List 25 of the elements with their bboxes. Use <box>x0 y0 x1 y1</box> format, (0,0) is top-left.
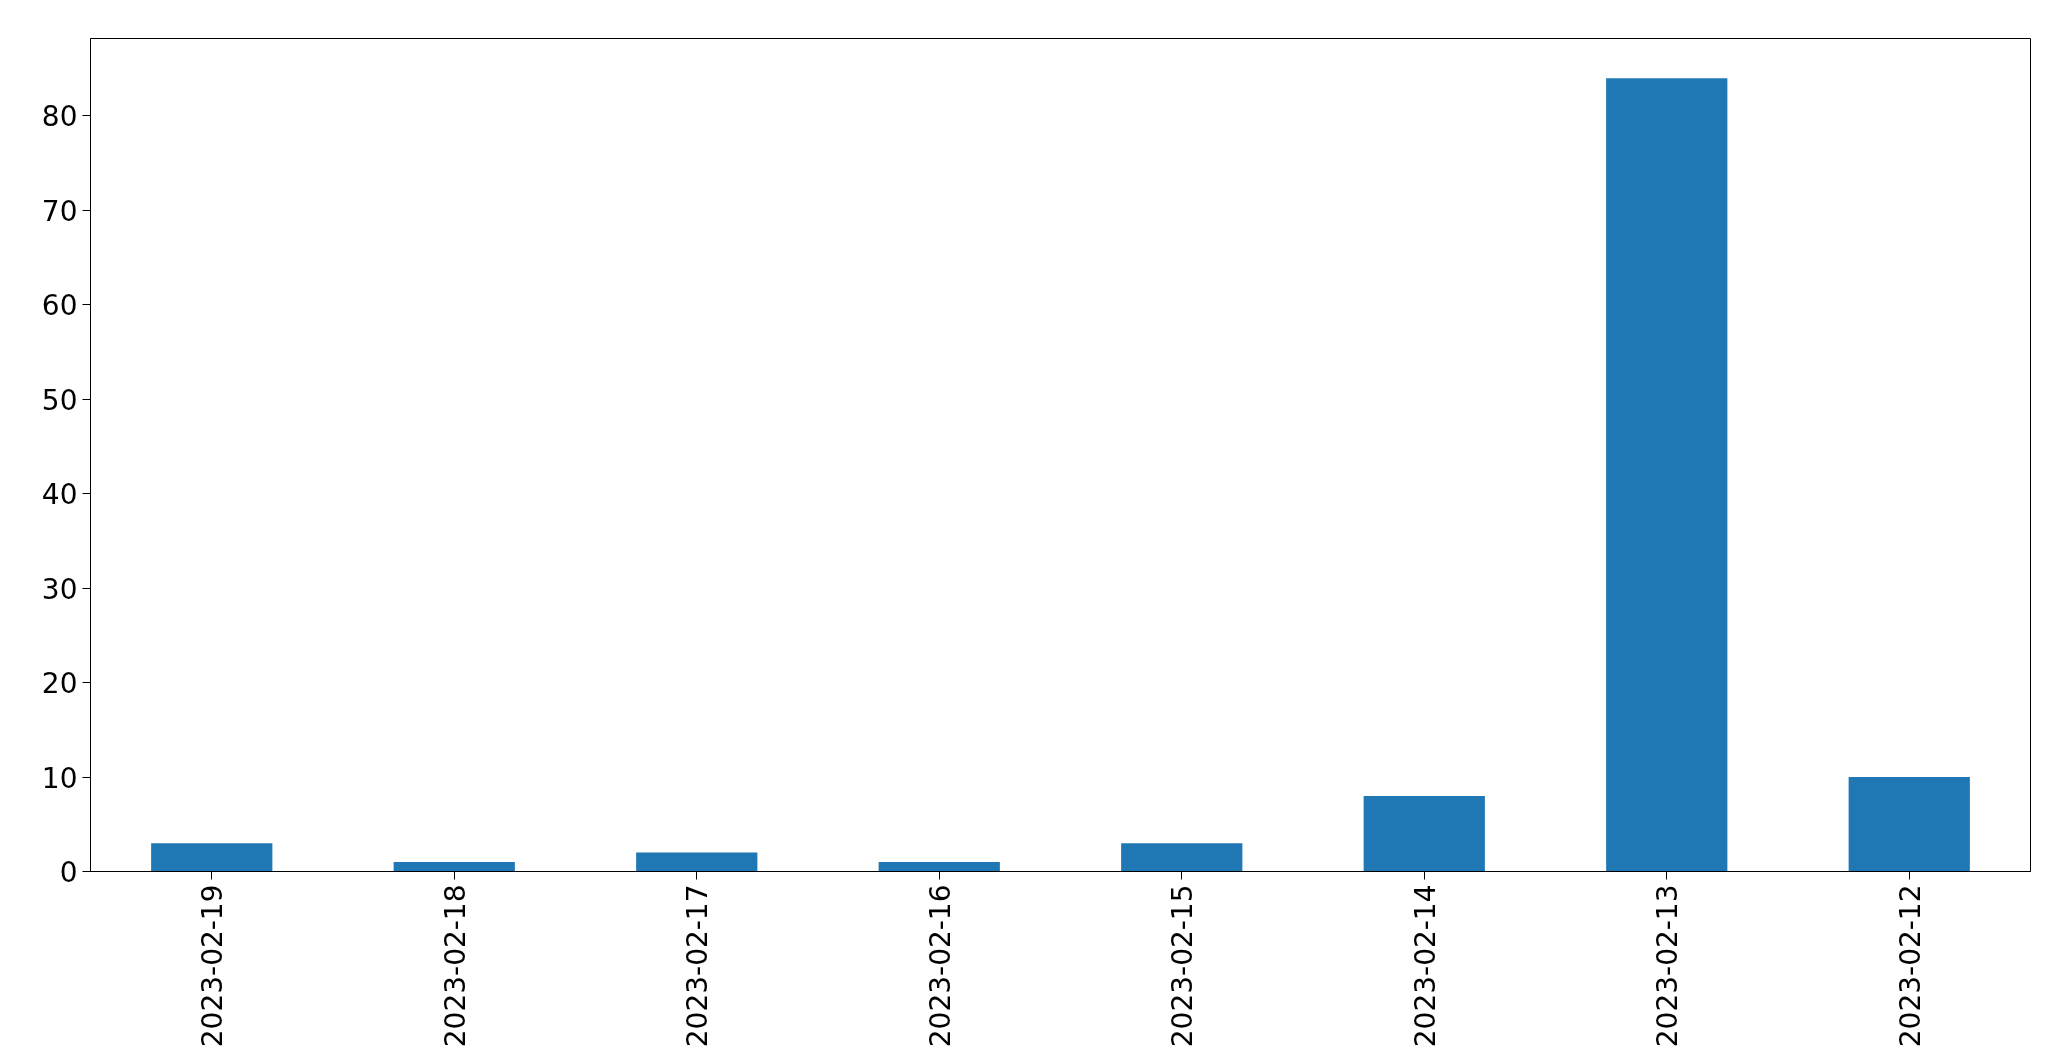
bar <box>636 852 758 872</box>
y-tick-label: 0 <box>59 856 78 889</box>
y-tick-label: 70 <box>41 194 78 228</box>
x-tick-label: 2023-02-19 <box>196 884 230 1048</box>
y-tick-label: 10 <box>41 761 78 795</box>
x-tick-label: 2023-02-15 <box>1166 884 1200 1048</box>
bar <box>878 862 1000 872</box>
y-tick-label: 40 <box>41 478 78 512</box>
y-tick-label: 50 <box>41 383 78 417</box>
x-tick-label: 2023-02-13 <box>1651 884 1685 1048</box>
y-tick-label: 20 <box>41 667 78 701</box>
y-tick-label: 80 <box>41 100 78 134</box>
x-tick-label: 2023-02-14 <box>1408 884 1442 1048</box>
x-tick-label: 2023-02-18 <box>438 884 472 1048</box>
bar <box>1606 78 1728 872</box>
bar <box>151 843 273 872</box>
x-tick-label: 2023-02-16 <box>923 884 957 1048</box>
y-tick-label: 30 <box>41 572 78 606</box>
x-tick-label: 2023-02-17 <box>681 884 715 1048</box>
x-tick-label: 2023-02-12 <box>1893 884 1927 1048</box>
bar <box>1363 795 1485 872</box>
bar <box>1121 843 1243 872</box>
bar <box>1848 777 1970 872</box>
bar <box>393 862 515 872</box>
y-tick-label: 60 <box>41 289 78 323</box>
